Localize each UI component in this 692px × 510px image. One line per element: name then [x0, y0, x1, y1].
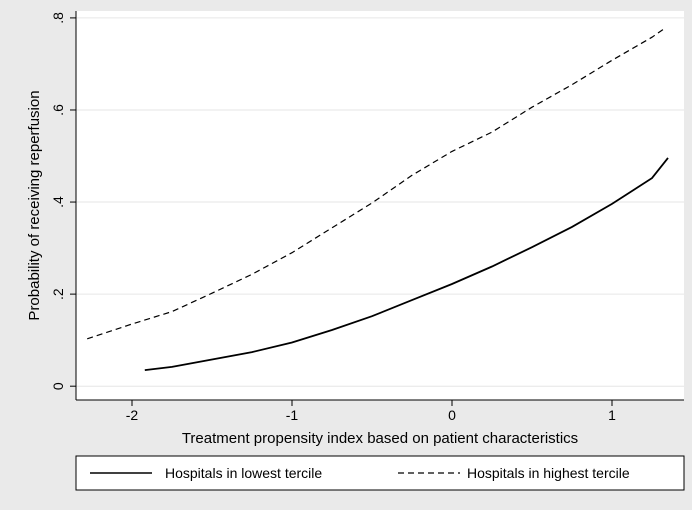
series-line-1	[87, 28, 664, 340]
y-tick-label: .6	[50, 104, 66, 116]
y-tick-label: .8	[50, 12, 66, 24]
legend-label-highest-tercile: Hospitals in highest tercile	[467, 465, 630, 481]
y-tick-label: 0	[50, 382, 66, 390]
x-tick-label: 0	[448, 407, 456, 423]
x-axis-ticks: -2 -1 0 1	[126, 400, 616, 423]
series-line-0	[144, 157, 669, 371]
x-tick-label: -2	[126, 407, 139, 423]
y-axis-label: Probability of receiving reperfusion	[26, 90, 43, 320]
y-axis-ticks: 0 .2 .4 .6 .8	[50, 12, 76, 390]
y-tick-label: .4	[50, 196, 66, 208]
legend: Hospitals in lowest tercile Hospitals in…	[75, 455, 685, 491]
x-axis-label: Treatment propensity index based on pati…	[182, 430, 578, 447]
plot-area	[76, 11, 684, 400]
y-tick-label: .2	[50, 288, 66, 300]
series-lines	[87, 28, 669, 371]
gridlines	[76, 17, 684, 387]
legend-box	[75, 455, 685, 491]
x-tick-label: 1	[608, 407, 616, 423]
x-tick-label: -1	[286, 407, 299, 423]
legend-label-lowest-tercile: Hospitals in lowest tercile	[165, 465, 322, 481]
